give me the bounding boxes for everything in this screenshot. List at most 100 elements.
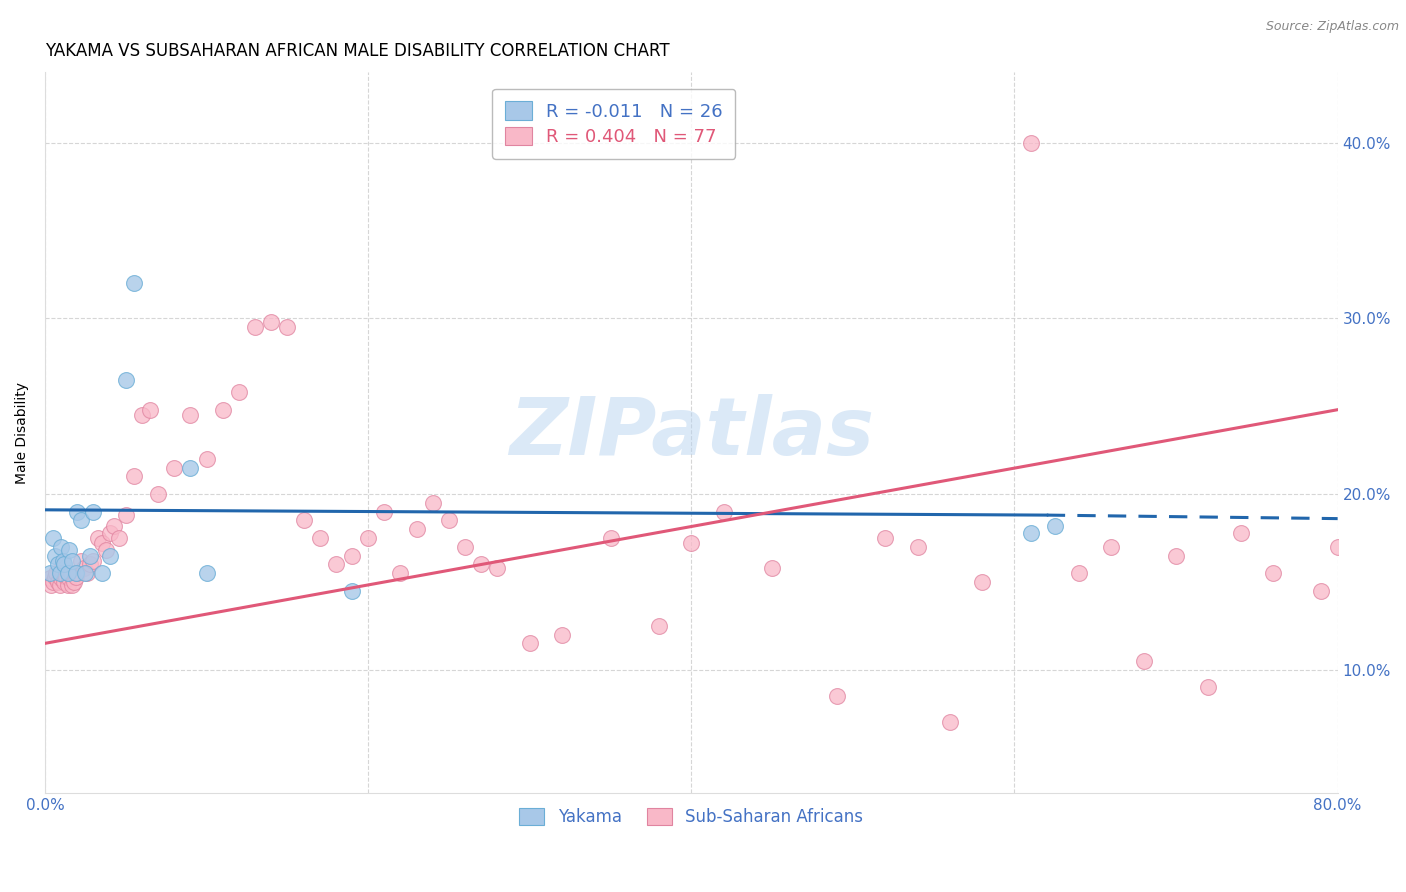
Point [825, 689, 848, 703]
Point [292, 513, 315, 527]
Point [73, 561, 96, 575]
Point [470, 558, 492, 572]
Point [52, 566, 75, 580]
Point [340, 549, 363, 563]
Point [66, 505, 89, 519]
Point [211, 402, 233, 417]
Point [69, 513, 91, 527]
Point [41, 578, 63, 592]
Point [179, 408, 201, 422]
Point [163, 460, 186, 475]
Point [1043, 518, 1066, 533]
Point [422, 496, 444, 510]
Text: Source: ZipAtlas.com: Source: ZipAtlas.com [1265, 20, 1399, 33]
Point [63, 574, 86, 589]
Point [681, 536, 703, 550]
Point [1164, 549, 1187, 563]
Point [79, 558, 101, 572]
Point [1310, 583, 1333, 598]
Point [38, 571, 60, 585]
Point [42, 574, 65, 589]
Point [551, 627, 574, 641]
Point [75, 566, 97, 580]
Point [87, 531, 110, 545]
Point [437, 513, 460, 527]
Point [713, 505, 735, 519]
Point [62, 578, 84, 592]
Point [260, 315, 283, 329]
Point [59, 566, 82, 580]
Point [82, 554, 104, 568]
Point [82, 505, 104, 519]
Point [44, 549, 66, 563]
Point [53, 558, 76, 572]
Point [195, 451, 218, 466]
Point [122, 277, 145, 291]
Point [939, 715, 962, 730]
Point [114, 373, 136, 387]
Point [79, 549, 101, 563]
Point [389, 566, 412, 580]
Point [308, 531, 330, 545]
Point [66, 566, 89, 580]
Point [648, 619, 671, 633]
Point [56, 578, 79, 592]
Point [58, 543, 80, 558]
Point [599, 531, 621, 545]
Point [357, 531, 380, 545]
Point [875, 531, 897, 545]
Point [65, 569, 87, 583]
Point [76, 566, 98, 580]
Point [48, 566, 70, 580]
Point [55, 569, 77, 583]
Point [1019, 525, 1042, 540]
Point [519, 636, 541, 650]
Point [1326, 540, 1348, 554]
Point [228, 385, 250, 400]
Point [972, 574, 994, 589]
Point [46, 574, 69, 589]
Point [1261, 566, 1284, 580]
Point [62, 554, 84, 568]
Point [46, 558, 69, 572]
Point [146, 487, 169, 501]
Point [179, 460, 201, 475]
Point [52, 554, 75, 568]
Point [96, 543, 118, 558]
Point [65, 566, 87, 580]
Point [56, 566, 79, 580]
Point [1069, 566, 1091, 580]
Point [90, 566, 112, 580]
Point [48, 578, 70, 592]
Point [1132, 654, 1154, 668]
Point [454, 540, 477, 554]
Point [42, 531, 65, 545]
Point [114, 508, 136, 522]
Point [761, 561, 783, 575]
Point [103, 518, 125, 533]
Point [53, 574, 76, 589]
Point [90, 536, 112, 550]
Point [131, 408, 153, 422]
Point [139, 402, 162, 417]
Text: ZIPatlas: ZIPatlas [509, 393, 873, 472]
Point [49, 540, 72, 554]
Point [1229, 525, 1251, 540]
Point [49, 571, 72, 585]
Point [98, 549, 121, 563]
Legend: Yakama, Sub-Saharan Africans: Yakama, Sub-Saharan Africans [512, 800, 872, 835]
Point [69, 554, 91, 568]
Point [38, 566, 60, 580]
Point [1099, 540, 1122, 554]
Point [486, 561, 509, 575]
Point [373, 505, 395, 519]
Point [340, 583, 363, 598]
Point [122, 469, 145, 483]
Point [1019, 136, 1042, 150]
Point [98, 525, 121, 540]
Point [405, 522, 427, 536]
Point [1197, 680, 1219, 694]
Point [45, 566, 67, 580]
Y-axis label: Male Disability: Male Disability [15, 382, 30, 483]
Text: YAKAMA VS SUBSAHARAN AFRICAN MALE DISABILITY CORRELATION CHART: YAKAMA VS SUBSAHARAN AFRICAN MALE DISABI… [45, 42, 669, 60]
